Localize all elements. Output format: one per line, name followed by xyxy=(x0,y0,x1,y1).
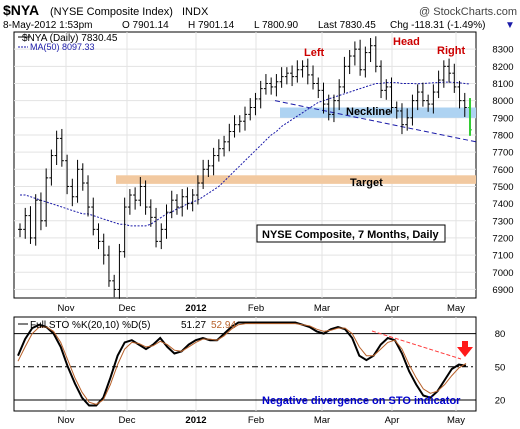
chart-caption-box: NYSE Composite, 7 Months, Daily xyxy=(256,224,446,243)
price-y-tick-label: 7900 xyxy=(492,113,513,124)
sto-x-axis: Nov Dec 2012 Feb Mar Apr May xyxy=(58,415,466,426)
price-y-axis: 6900 7000 7100 7200 7300 7400 7500 7600 7700 7800… xyxy=(492,45,513,296)
change-arrow-icon: ▼ xyxy=(505,20,515,31)
sto-x-tick-label: Dec xyxy=(119,415,136,426)
price-y-tick-label: 7200 xyxy=(492,233,513,244)
price-y-tick-label: 7400 xyxy=(492,199,513,210)
sto-x-tick-label: Feb xyxy=(248,415,264,426)
price-y-tick-label: 7600 xyxy=(492,165,513,176)
sto-legend: Full STO %K(20,10) %D(5) 51.27 52.94 xyxy=(18,320,236,331)
price-y-tick-label: 7100 xyxy=(492,251,513,262)
price-x-tick-label: Feb xyxy=(248,303,264,314)
index-name: (NYSE Composite Index) xyxy=(50,6,173,18)
price-x-tick-label: May xyxy=(447,303,465,314)
price-legend: $NYA (Daily) 7830.45 MA(50) 8097.33 xyxy=(18,33,118,52)
ma-legend-label: MA(50) 8097.33 xyxy=(30,42,95,52)
price-y-tick-label: 7500 xyxy=(492,182,513,193)
quote-change: Chg -118.31 (-1.49%) xyxy=(390,20,485,31)
sto-k-value: 51.27 xyxy=(181,320,206,331)
sto-y-tick-label: 80 xyxy=(495,329,506,340)
sto-legend-label: Full STO %K(20,10) %D(5) xyxy=(30,320,150,331)
price-y-tick-label: 7300 xyxy=(492,216,513,227)
sto-gridlines xyxy=(14,317,476,411)
price-y-tick-label: 7000 xyxy=(492,268,513,279)
price-y-tick-label: 8100 xyxy=(492,79,513,90)
price-gridlines xyxy=(14,32,476,298)
price-x-tick-label: Nov xyxy=(58,303,75,314)
price-panel: 6900 7000 7100 7200 7300 7400 7500 7600 7700 7800… xyxy=(13,31,514,299)
head-label: Head xyxy=(393,36,420,48)
target-label: Target xyxy=(350,177,383,189)
quote-high: H 7901.14 xyxy=(188,20,235,31)
sto-panel-frame xyxy=(13,316,477,412)
target-band xyxy=(116,175,476,184)
price-bars-layer xyxy=(18,36,472,299)
neckline-band xyxy=(280,107,476,118)
price-y-tick-label: 7700 xyxy=(492,148,513,159)
sto-y-tick-label: 20 xyxy=(495,395,506,406)
price-y-tick-label: 8000 xyxy=(492,96,513,107)
neckline-trendline xyxy=(274,100,477,143)
quote-datetime: 8-May-2012 1:53pm xyxy=(3,20,93,31)
down-arrow-icon xyxy=(457,341,473,357)
sto-x-tick-label: Mar xyxy=(314,415,330,426)
price-y-tick-label: 8300 xyxy=(492,45,513,56)
sto-lines-layer xyxy=(17,321,467,407)
price-panel-frame xyxy=(13,31,477,299)
price-x-tick-label: 2012 xyxy=(185,303,206,314)
price-y-tick-label: 6900 xyxy=(492,285,513,296)
price-bands xyxy=(116,100,477,184)
left-shoulder-label: Left xyxy=(304,47,325,59)
price-x-tick-label: Dec xyxy=(119,303,136,314)
ma50-line xyxy=(20,81,471,227)
price-legend-label: $NYA (Daily) 7830.45 xyxy=(22,33,118,44)
sto-d-value: 52.94 xyxy=(211,320,236,331)
price-x-axis: Nov Dec 2012 Feb Mar Apr May xyxy=(58,303,466,314)
quote-last: Last 7830.45 xyxy=(318,20,376,31)
price-x-tick-label: Mar xyxy=(314,303,330,314)
sto-y-tick-label: 50 xyxy=(495,362,506,373)
sto-panel: 20 50 80 Full STO %K(20,10) %D(5) 51.27 52… xyxy=(13,316,506,412)
divergence-line xyxy=(371,330,462,360)
right-shoulder-label: Right xyxy=(437,45,465,57)
ma-line-layer xyxy=(20,81,471,227)
quote-open: O 7901.14 xyxy=(122,20,169,31)
sto-k-line xyxy=(17,321,467,407)
chart-caption: NYSE Composite, 7 Months, Daily xyxy=(262,229,440,241)
sto-caption: Negative divergence on STO indicator xyxy=(262,395,461,407)
sto-x-tick-label: May xyxy=(447,415,465,426)
credit-label: @ StockCharts.com xyxy=(419,6,517,18)
symbol-title: $NYA xyxy=(3,2,39,18)
exchange-label: INDX xyxy=(182,6,209,18)
quote-low: L 7800.90 xyxy=(254,20,299,31)
sto-d-line xyxy=(17,323,467,405)
price-x-tick-label: Apr xyxy=(385,303,400,314)
price-y-tick-label: 8200 xyxy=(492,62,513,73)
sto-x-tick-label: Nov xyxy=(58,415,75,426)
price-y-tick-label: 7800 xyxy=(492,130,513,141)
neckline-label: Neckline xyxy=(346,106,391,118)
sto-y-axis: 20 50 80 xyxy=(495,329,506,406)
sto-x-tick-label: Apr xyxy=(385,415,400,426)
sto-x-tick-label: 2012 xyxy=(185,415,206,426)
